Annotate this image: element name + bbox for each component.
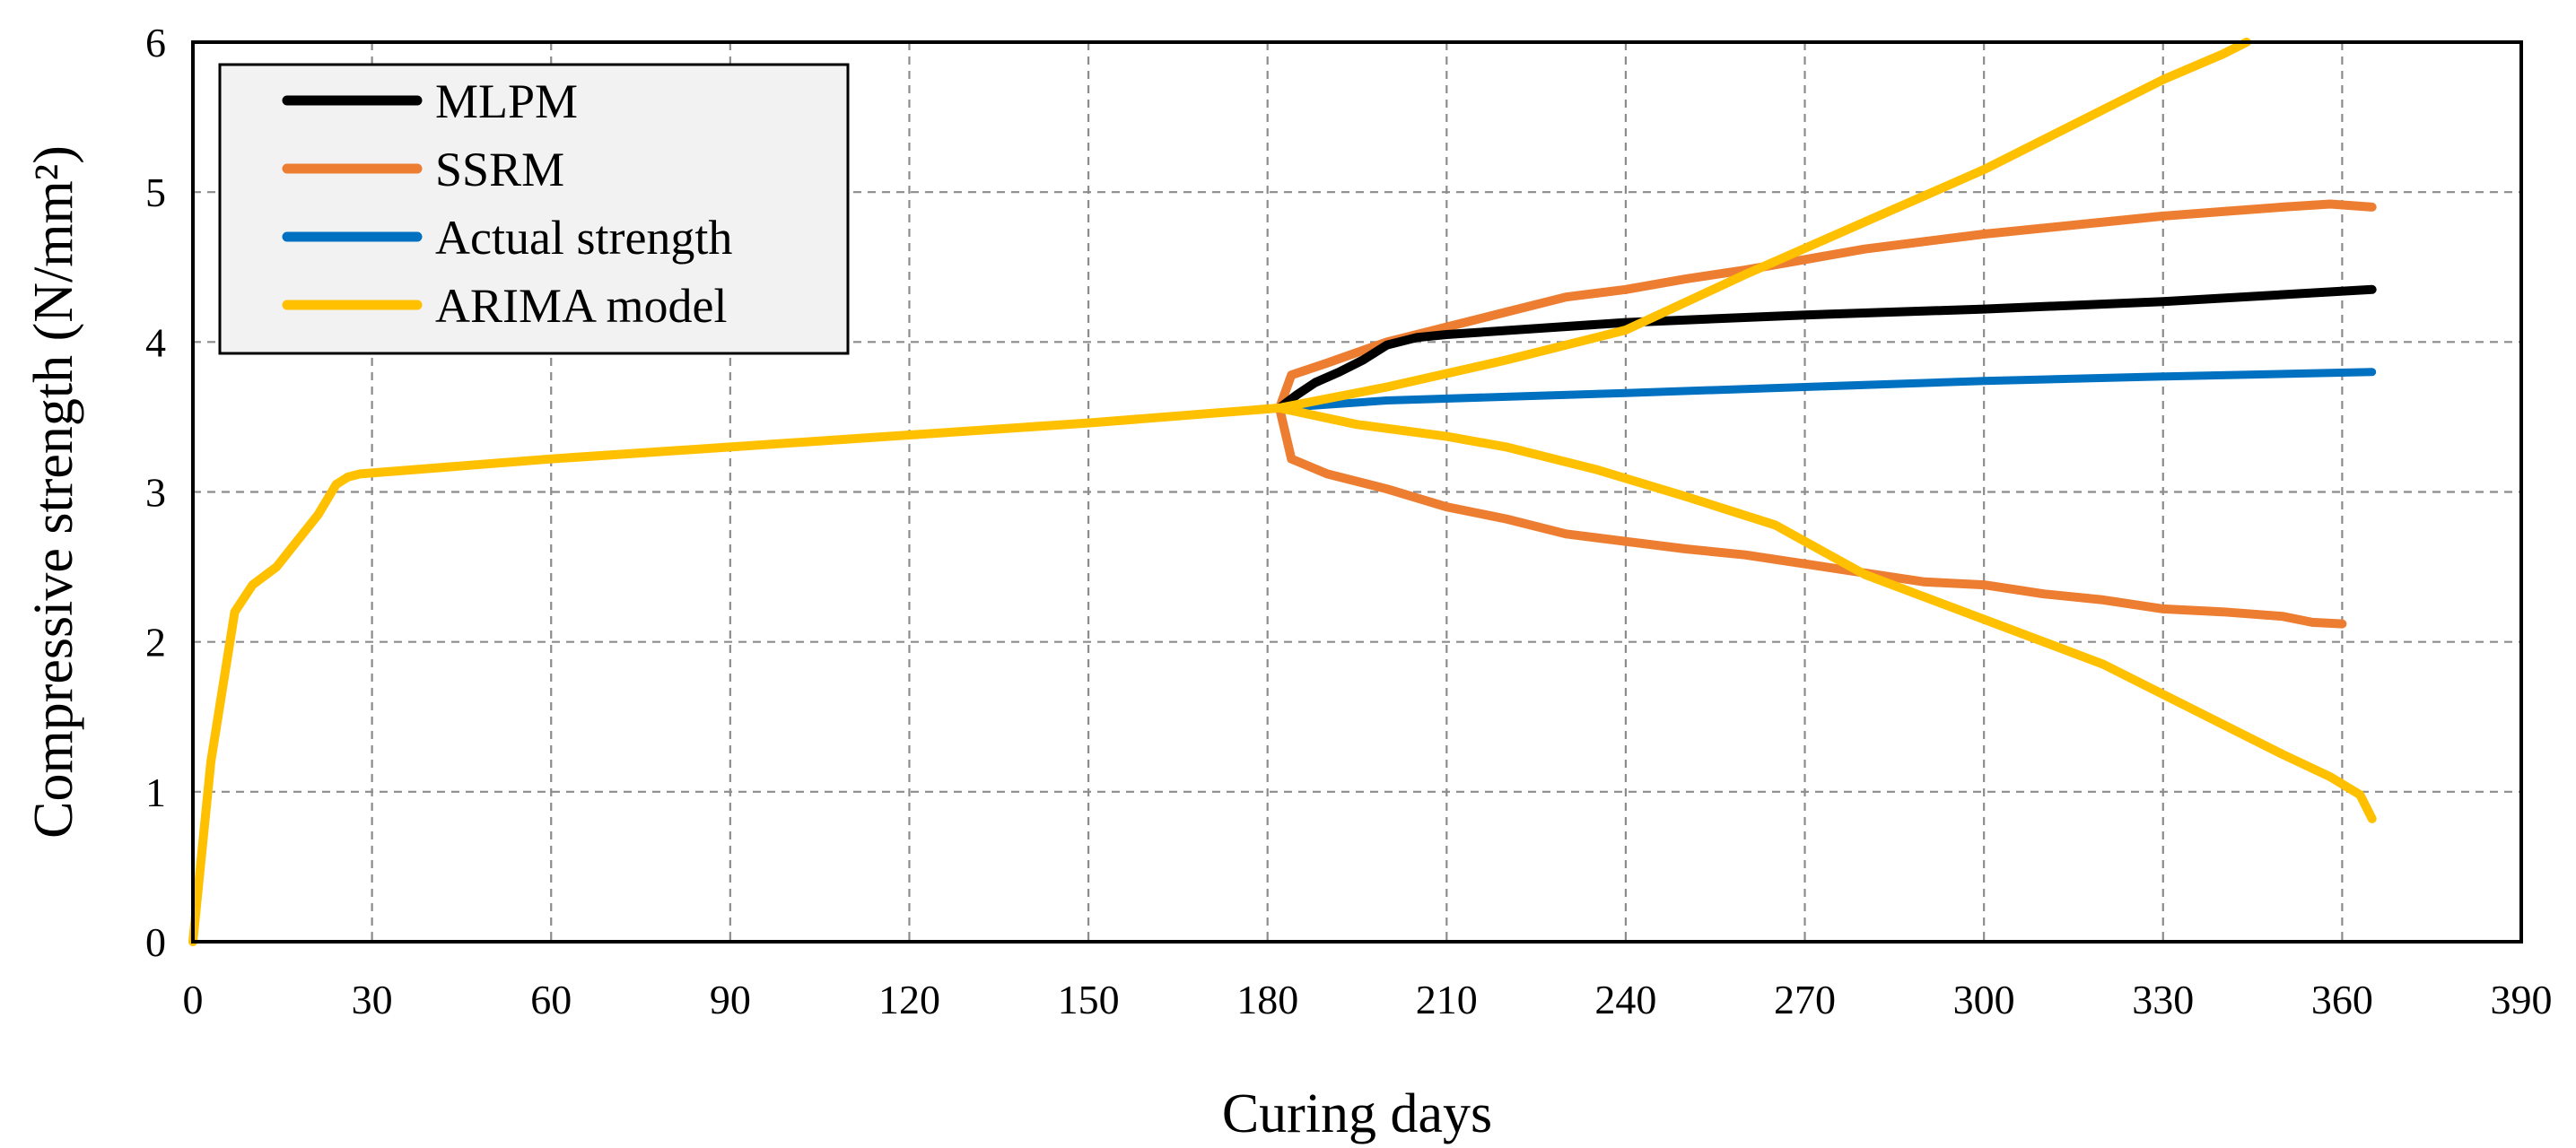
x-tick-label-9: 270 [1774, 977, 1836, 1022]
series-line-arima-lower [1275, 403, 2377, 823]
y-tick-label-2: 2 [145, 620, 166, 665]
x-axis-title: Curing days [1222, 1083, 1492, 1144]
x-tick-label-11: 330 [2132, 977, 2194, 1022]
legend-label-mlpm: MLPM [435, 74, 578, 128]
x-tick-label-1: 30 [352, 977, 393, 1022]
y-tick-label-5: 5 [145, 170, 166, 215]
y-tick-label-6: 6 [145, 20, 166, 65]
y-axis-title: Compressive strength (N/mm²) [23, 145, 84, 839]
x-tick-label-10: 300 [1953, 977, 2015, 1022]
y-tick-label-1: 1 [145, 770, 166, 815]
y-tick-label-3: 3 [145, 470, 166, 516]
y-tick-label-4: 4 [145, 319, 166, 365]
x-tick-label-6: 180 [1236, 977, 1298, 1022]
series-line-arima-model [188, 38, 2251, 946]
x-tick-label-8: 240 [1594, 977, 1656, 1022]
legend-label-arima-model: ARIMA model [435, 279, 728, 333]
y-tick-label-0: 0 [145, 919, 166, 965]
legend-label-ssrm: SSRM [435, 143, 564, 196]
x-tick-label-5: 150 [1058, 977, 1120, 1022]
x-tick-label-2: 60 [530, 977, 572, 1022]
x-tick-label-12: 360 [2311, 977, 2373, 1022]
x-tick-label-3: 90 [710, 977, 751, 1022]
x-tick-label-0: 0 [183, 977, 204, 1022]
series-line-mlpm [1275, 284, 2377, 413]
legend-label-actual-strength: Actual strength [435, 211, 732, 265]
x-tick-label-7: 210 [1416, 977, 1478, 1022]
plot-area-border [191, 40, 2523, 944]
series-lines [188, 38, 2377, 946]
x-tick-label-4: 120 [878, 977, 940, 1022]
x-tick-label-13: 390 [2491, 977, 2553, 1022]
series-line-ssrm-lower [1275, 403, 2347, 629]
legend: MLPM SSRM Actual strength ARIMA model [218, 63, 850, 355]
tick-labels: 0 30 60 90 120 150 180 210 240 270 300 330 360 390 0 1 2… [145, 20, 2553, 1022]
